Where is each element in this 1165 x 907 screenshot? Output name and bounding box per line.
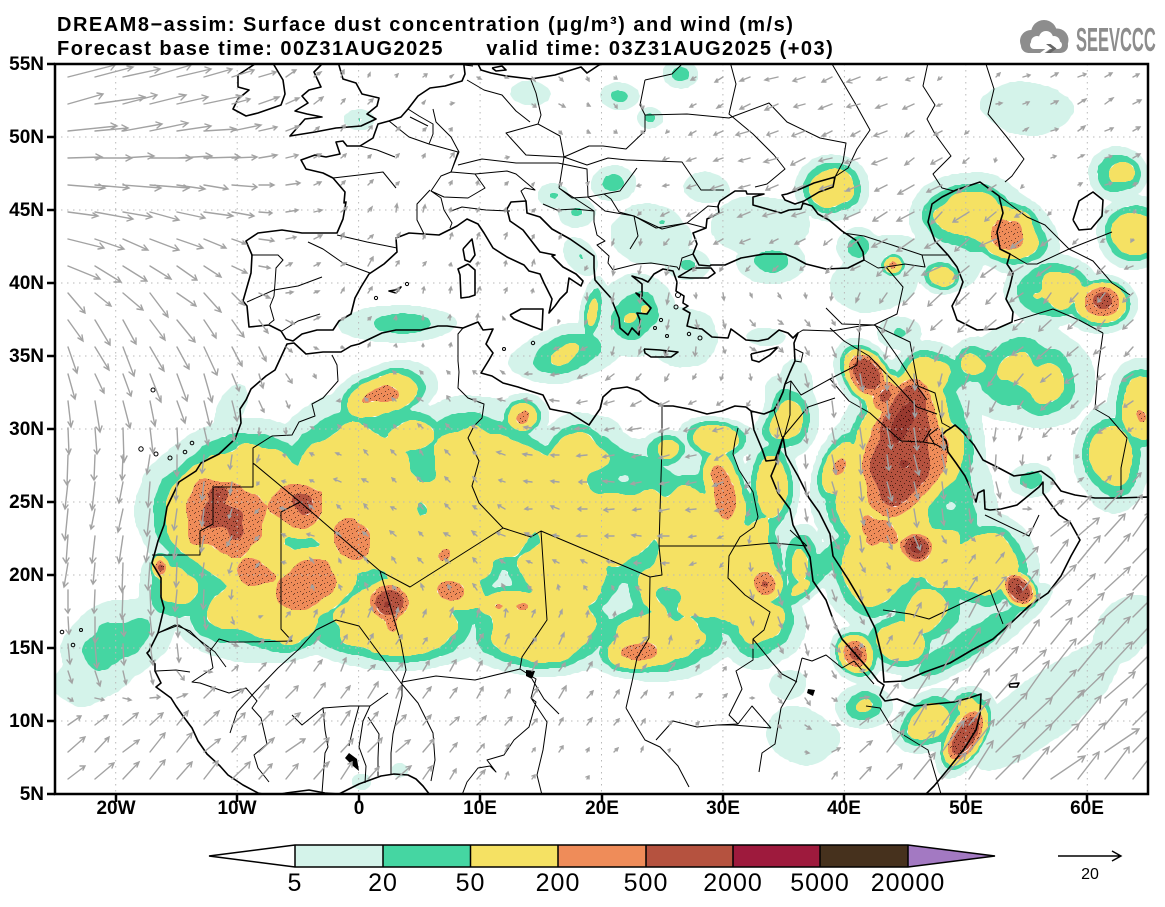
svg-text:50: 50 <box>456 869 486 897</box>
svg-text:30E: 30E <box>706 798 740 819</box>
svg-text:20N: 20N <box>9 565 44 586</box>
svg-text:55N: 55N <box>9 54 44 75</box>
svg-text:40N: 40N <box>9 273 44 294</box>
svg-text:20E: 20E <box>585 798 619 819</box>
svg-text:500: 500 <box>624 869 669 897</box>
svg-text:5000: 5000 <box>790 869 850 897</box>
svg-text:Forecast base time: 00Z31AUG20: Forecast base time: 00Z31AUG2025 valid t… <box>57 38 834 60</box>
svg-text:15N: 15N <box>9 638 44 659</box>
svg-text:2000: 2000 <box>703 869 763 897</box>
svg-text:60E: 60E <box>1070 798 1104 819</box>
svg-text:30N: 30N <box>9 419 44 440</box>
svg-text:10N: 10N <box>9 711 44 732</box>
svg-text:0: 0 <box>354 798 365 819</box>
svg-text:45N: 45N <box>9 200 44 221</box>
svg-text:20: 20 <box>368 869 398 897</box>
svg-text:35N: 35N <box>9 346 44 367</box>
svg-text:5: 5 <box>288 869 303 897</box>
svg-text:10W: 10W <box>217 798 256 819</box>
svg-text:20: 20 <box>1081 866 1099 883</box>
svg-text:25N: 25N <box>9 492 44 513</box>
svg-text:10E: 10E <box>463 798 497 819</box>
svg-text:40E: 40E <box>827 798 861 819</box>
svg-text:20W: 20W <box>96 798 135 819</box>
svg-text:20000: 20000 <box>871 869 946 897</box>
svg-text:SEEVCCC: SEEVCCC <box>1076 21 1156 59</box>
svg-text:50E: 50E <box>949 798 983 819</box>
svg-text:200: 200 <box>536 869 581 897</box>
svg-text:DREAM8−assim: Surface dust con: DREAM8−assim: Surface dust concentration… <box>57 14 794 36</box>
svg-text:50N: 50N <box>9 127 44 148</box>
svg-text:5N: 5N <box>20 784 44 805</box>
